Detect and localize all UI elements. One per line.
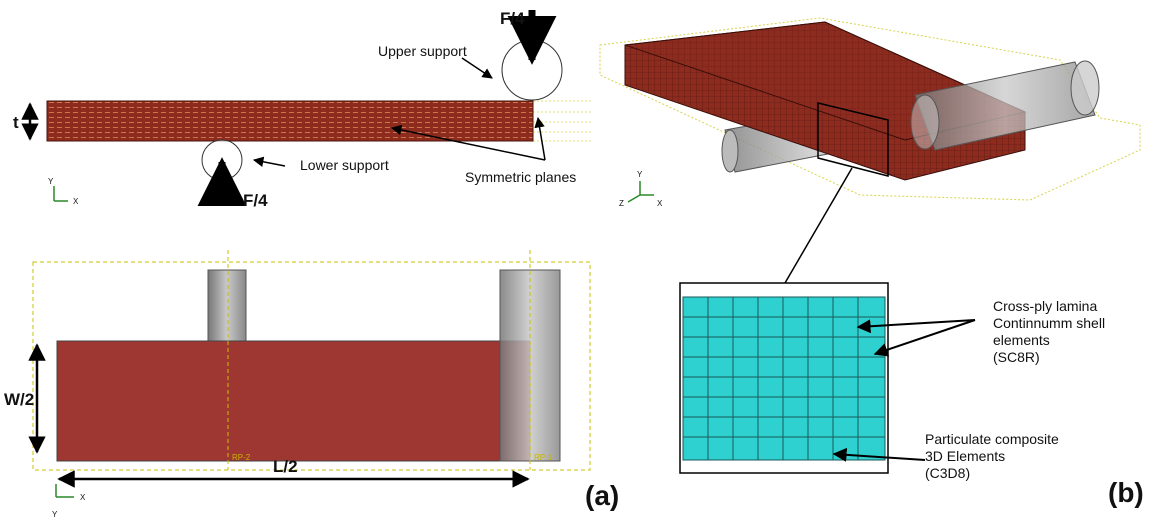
panel-label: (b) (1108, 477, 1144, 508)
axis-label: X (657, 199, 663, 208)
lower-support (722, 130, 738, 172)
thickness-label: t (13, 113, 19, 132)
iso-view: Cross-ply lamina Continnumm shell elemen… (600, 18, 1144, 508)
axis-label: Y (637, 170, 643, 179)
axis-label: X (80, 493, 86, 502)
axis-label: Y (48, 177, 54, 186)
load-label: F/4 (500, 9, 525, 28)
side-view: F/4 F/4 t Upper support Lower support Sy… (13, 9, 592, 210)
reference-point: RP-2 (232, 453, 251, 462)
load-label: F/4 (243, 191, 268, 210)
pointer (254, 160, 285, 166)
callout-line: (C3D8) (925, 465, 970, 481)
callout: Cross-ply lamina Continnumm shell elemen… (993, 298, 1109, 365)
axis-label: Y (52, 510, 58, 519)
callout-line: 3D Elements (925, 448, 1005, 464)
figure: F/4 F/4 t Upper support Lower support Sy… (0, 0, 1173, 521)
callout-line: Continnumm shell (993, 315, 1105, 331)
top-view: RP-2 RP-1 W/2 L/2 Y X (a) (4, 250, 619, 519)
callout-line: Cross-ply lamina (993, 298, 1097, 314)
zoom-line (785, 168, 852, 283)
pointer (538, 118, 545, 160)
panel-label: (a) (585, 480, 619, 511)
callout-line: Particulate composite (925, 431, 1059, 447)
element-grid (683, 297, 885, 460)
callout: Symmetric planes (465, 169, 576, 185)
callout: Upper support (378, 43, 467, 59)
axis-label: Z (619, 199, 624, 208)
callout-line: (SC8R) (993, 349, 1040, 365)
axis-label: X (73, 197, 79, 206)
upper-support (1071, 61, 1099, 115)
axis-triad (56, 484, 74, 497)
axis-triad (54, 186, 68, 201)
callout-line: elements (993, 332, 1050, 348)
reference-point: RP-1 (534, 453, 553, 462)
width-label: W/2 (4, 390, 34, 409)
beam (47, 101, 533, 141)
symmetry-mesh (533, 101, 592, 141)
upper-support (911, 95, 939, 149)
callout: Particulate composite 3D Elements (C3D8) (925, 431, 1063, 481)
pointer (462, 58, 492, 78)
lower-support (208, 270, 246, 341)
length-label: L/2 (273, 457, 298, 476)
beam (57, 341, 530, 461)
axis-triad (628, 181, 654, 202)
callout: Lower support (300, 157, 389, 173)
